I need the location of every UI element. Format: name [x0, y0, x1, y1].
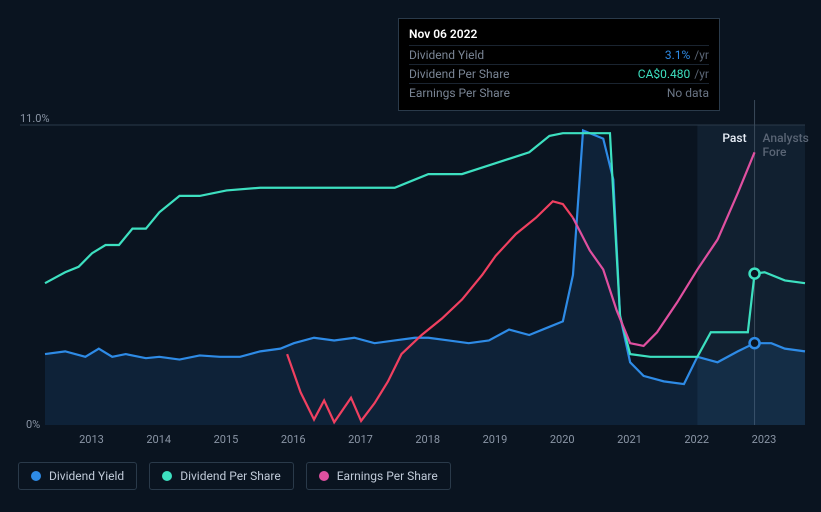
y-axis-label-top: 11.0%	[20, 112, 50, 125]
tooltip-suffix: /yr	[694, 67, 709, 81]
tooltip-label: Dividend Yield	[409, 48, 484, 62]
marker-div_yield	[750, 338, 760, 348]
tooltip-row: Earnings Per Share No data	[409, 83, 709, 102]
tooltip-value: No data	[667, 86, 709, 100]
legend-item-div_yield[interactable]: Dividend Yield	[18, 462, 137, 490]
x-tick-2023: 2023	[752, 433, 777, 446]
legend-label: Dividend Yield	[49, 469, 124, 483]
tooltip-value: CA$0.480	[638, 67, 691, 81]
tooltip-suffix: /yr	[694, 48, 709, 62]
x-tick-2013: 2013	[79, 433, 104, 446]
dividend-per-share-line[interactable]	[45, 133, 805, 357]
legend-item-div_per_share[interactable]: Dividend Per Share	[149, 462, 294, 490]
legend-label: Dividend Per Share	[180, 469, 281, 483]
legend-item-eps[interactable]: Earnings Per Share	[306, 462, 451, 490]
legend-dot-icon	[319, 471, 329, 481]
y-axis-label-bottom: 0%	[26, 418, 40, 431]
tooltip-row: Dividend Yield 3.1% /yr	[409, 45, 709, 64]
tooltip-date: Nov 06 2022	[409, 27, 709, 41]
x-tick-2014: 2014	[146, 433, 171, 446]
x-tick-2022: 2022	[684, 433, 709, 446]
tooltip-label: Dividend Per Share	[409, 67, 510, 81]
legend-dot-icon	[31, 471, 41, 481]
tooltip-value: 3.1%	[665, 48, 690, 62]
tooltip-label: Earnings Per Share	[409, 86, 510, 100]
legend-dot-icon	[162, 471, 172, 481]
tooltip-row: Dividend Per Share CA$0.480/yr	[409, 64, 709, 83]
legend: Dividend Yield Dividend Per Share Earnings…	[18, 462, 451, 490]
section-label-forecast: Analysts Fore	[763, 131, 821, 159]
x-tick-2021: 2021	[617, 433, 642, 446]
marker-div_per_share	[750, 269, 760, 279]
x-tick-2015: 2015	[214, 433, 239, 446]
x-tick-2018: 2018	[415, 433, 440, 446]
legend-label: Earnings Per Share	[337, 469, 438, 483]
chart-tooltip: Nov 06 2022 Dividend Yield3.1%/yrDividen…	[398, 18, 720, 111]
x-tick-2019: 2019	[483, 433, 508, 446]
dividend-chart: 11.0% 0% 2013 2014 2015 2016 2017 2018 2019 202…	[0, 0, 821, 508]
x-tick-2017: 2017	[348, 433, 373, 446]
section-label-past: Past	[722, 131, 746, 145]
x-tick-2020: 2020	[550, 433, 575, 446]
x-tick-2016: 2016	[281, 433, 306, 446]
